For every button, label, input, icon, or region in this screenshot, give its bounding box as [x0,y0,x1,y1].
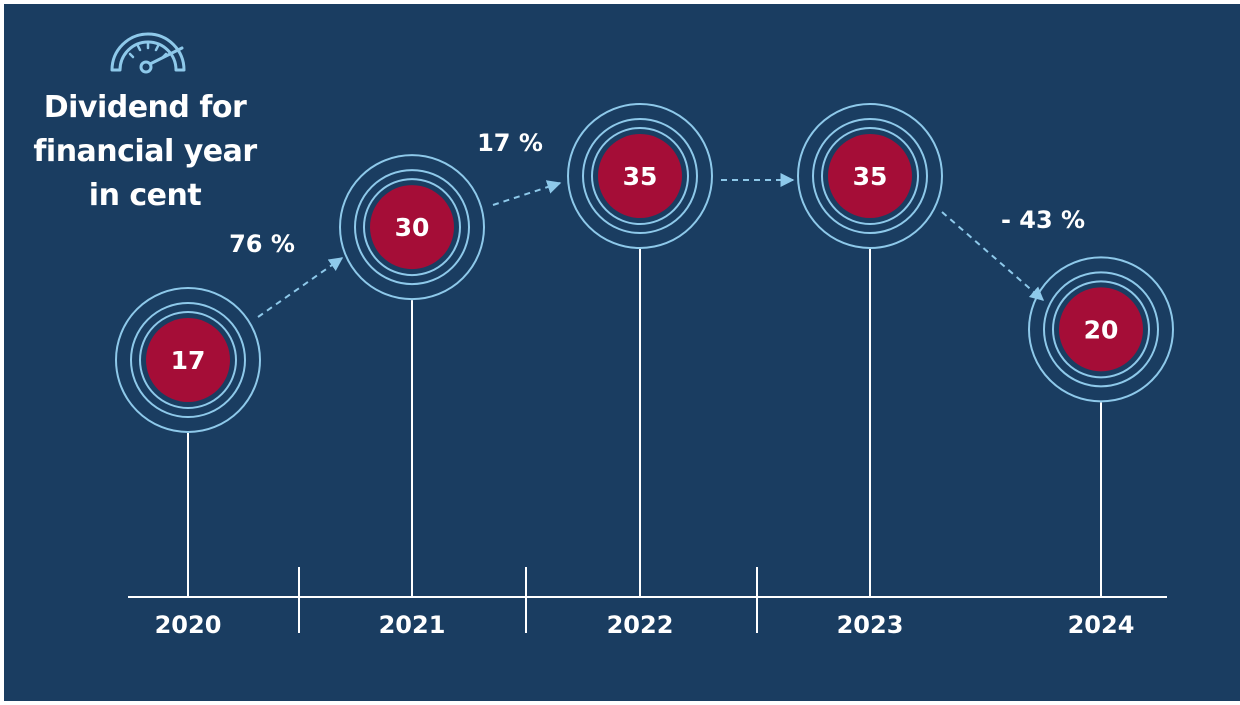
inner-ring [139,311,237,409]
inner-ring [1052,280,1150,379]
value-label: 30 [395,213,430,242]
middle-ring [354,169,470,286]
value-label: 20 [1084,315,1119,344]
value-label: 35 [623,162,658,191]
change-label: 17 % [477,129,543,157]
middle-ring [130,302,246,418]
outer-ring [115,287,261,433]
outer-ring [339,154,485,301]
year-label: 2021 [379,611,446,639]
title-line-2: financial year [33,134,257,169]
outer-ring [1028,256,1174,403]
change-label: 76 % [229,230,295,258]
middle-ring [1043,271,1159,388]
year-label: 2022 [607,611,674,639]
change-label: - 43 % [1001,206,1085,234]
inner-ring [591,127,689,225]
year-label: 2024 [1068,611,1135,639]
value-label: 35 [853,162,888,191]
title-line-1: Dividend for [43,90,247,125]
title-line-3: in cent [88,178,202,213]
middle-ring [812,118,928,234]
middle-ring [582,118,698,234]
change-arrow [941,211,1045,301]
value-circle [598,134,682,218]
year-label: 2020 [155,611,222,639]
value-circle [1059,287,1143,372]
value-circle [146,318,230,402]
year-label: 2023 [837,611,904,639]
inner-ring [363,178,461,277]
inner-ring [821,127,919,225]
value-circle [828,134,912,218]
outer-ring [797,103,943,249]
chart-title: Dividend for financial year in cent [20,86,270,218]
outer-ring [567,103,713,249]
value-label: 17 [171,346,206,375]
value-circle [370,185,454,270]
change-arrow [492,180,562,206]
speedometer-icon [110,32,186,74]
change-arrow [257,257,344,318]
